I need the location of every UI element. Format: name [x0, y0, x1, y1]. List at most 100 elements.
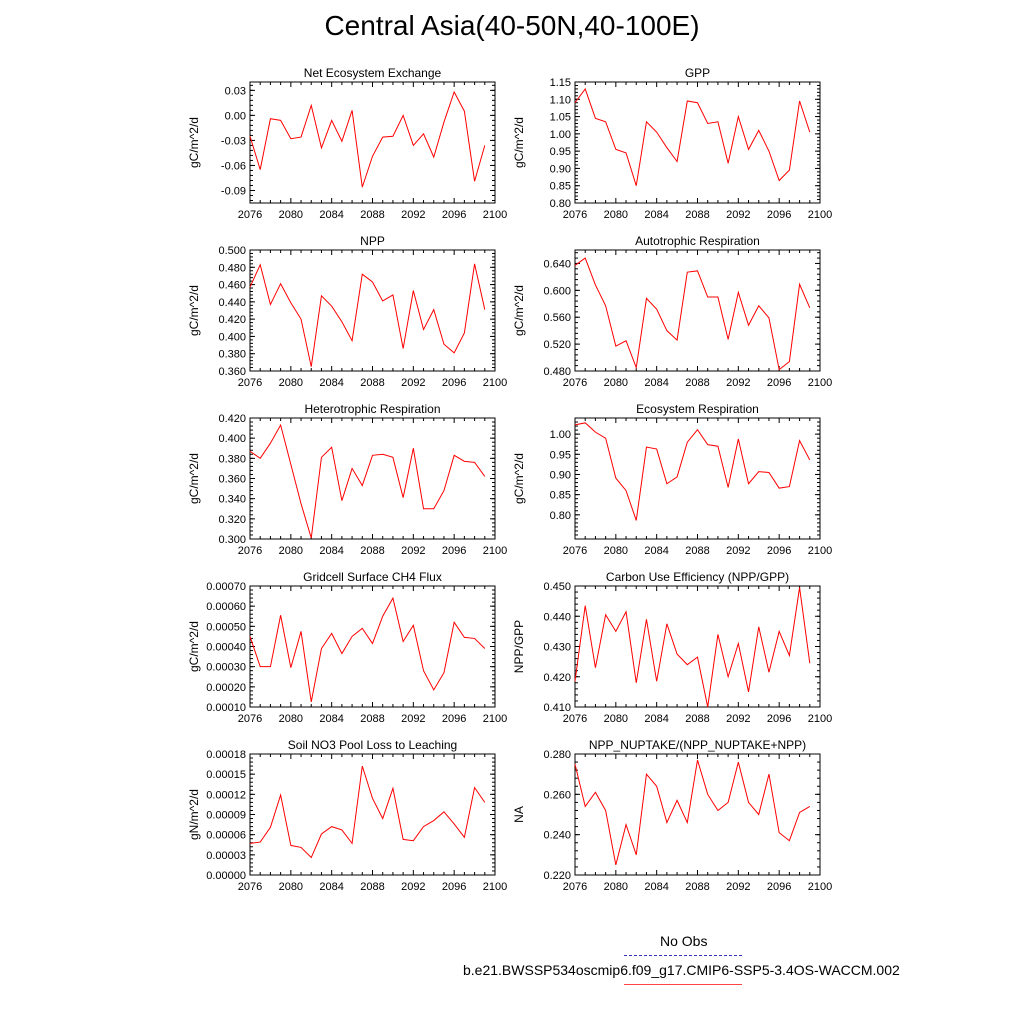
y-axis-label: gC/m^2/d: [512, 117, 526, 168]
y-tick-label: 0.00: [225, 110, 246, 122]
x-tick-label: 2084: [644, 545, 668, 557]
y-tick-label: 0.95: [550, 146, 571, 158]
y-tick-label: 0.85: [550, 181, 571, 193]
x-tick-label: 2080: [279, 209, 303, 221]
chart-panel: Gridcell Surface CH4 Flux gC/m^2/d 2076 208…: [187, 570, 507, 725]
y-axis-label: gC/m^2/d: [187, 117, 201, 168]
x-tick-label: 2092: [726, 713, 750, 725]
x-tick-label: 2088: [360, 713, 384, 725]
y-tick-label: 0.95: [550, 449, 571, 461]
y-tick-label: 0.420: [543, 672, 571, 684]
chart-panel: Ecosystem Respiration gC/m^2/d 2076 2080 208…: [512, 402, 832, 557]
y-axis-label: gC/m^2/d: [187, 285, 201, 336]
panel-title: NPP_NUPTAKE/(NPP_NUPTAKE+NPP): [589, 738, 806, 752]
plot-frame: [249, 249, 496, 372]
series-line: [249, 90, 486, 188]
y-tick-label: -0.03: [221, 135, 246, 147]
y-tick-label: 0.85: [550, 490, 571, 502]
y-tick-label: 0.00050: [206, 621, 246, 633]
figure-title: Central Asia(40-50N,40-100E): [324, 10, 700, 41]
series-line: [249, 423, 486, 539]
y-tick-label: 0.520: [543, 339, 571, 351]
x-tick-label: 2088: [360, 881, 384, 893]
x-tick-label: 2076: [238, 209, 262, 221]
series-line: [574, 87, 811, 186]
x-tick-label: 2080: [279, 545, 303, 557]
x-tick-label: 2100: [483, 713, 507, 725]
panel-title: Soil NO3 Pool Loss to Leaching: [288, 738, 457, 752]
y-tick-label: 0.460: [218, 280, 246, 292]
y-axis-label: gC/m^2/d: [187, 453, 201, 504]
x-tick-label: 2088: [685, 377, 709, 389]
plot-frame: [574, 81, 821, 204]
y-tick-label: 0.220: [543, 870, 571, 882]
y-tick-label: 1.15: [550, 77, 571, 89]
y-axis-label: NPP/GPP: [512, 620, 526, 673]
x-tick-label: 2080: [604, 209, 628, 221]
x-tick-label: 2100: [808, 377, 832, 389]
x-tick-label: 2100: [808, 713, 832, 725]
x-tick-label: 2092: [726, 377, 750, 389]
y-axis-label: gC/m^2/d: [512, 453, 526, 504]
x-tick-label: 2084: [644, 881, 668, 893]
x-tick-label: 2084: [644, 713, 668, 725]
x-tick-label: 2088: [360, 377, 384, 389]
y-tick-label: 0.00003: [206, 850, 246, 862]
series-line: [249, 765, 486, 859]
x-tick-label: 2092: [401, 377, 425, 389]
x-tick-label: 2076: [238, 713, 262, 725]
panel-title: Net Ecosystem Exchange: [304, 66, 442, 80]
x-tick-label: 2100: [483, 377, 507, 389]
y-tick-label: -0.09: [221, 185, 246, 197]
legend-no-obs-label: No Obs: [660, 933, 708, 949]
y-tick-label: 0.410: [543, 702, 571, 714]
y-tick-label: 0.260: [543, 789, 571, 801]
x-tick-label: 2084: [319, 545, 343, 557]
plot-frame: [574, 249, 821, 372]
y-tick-label: 1.05: [550, 112, 571, 124]
legend-model-line: [624, 984, 742, 985]
y-tick-label: 0.440: [218, 297, 246, 309]
y-tick-label: 0.400: [218, 433, 246, 445]
chart-panel: Heterotrophic Respiration gC/m^2/d 2076 208…: [187, 402, 507, 557]
y-tick-label: 0.00000: [206, 870, 246, 882]
x-tick-label: 2076: [238, 881, 262, 893]
y-tick-label: 0.360: [218, 366, 246, 378]
y-tick-label: 0.420: [218, 413, 246, 425]
plot-frame: [574, 585, 821, 708]
x-tick-label: 2096: [767, 545, 791, 557]
chart-panel: Autotrophic Respiration gC/m^2/d 2076 2080 2…: [512, 234, 832, 389]
y-tick-label: 0.560: [543, 312, 571, 324]
y-tick-label: 0.03: [225, 85, 246, 97]
panel-title: Autotrophic Respiration: [635, 234, 760, 248]
x-tick-label: 2088: [685, 713, 709, 725]
y-tick-label: 0.340: [218, 494, 246, 506]
x-tick-label: 2088: [685, 545, 709, 557]
x-tick-label: 2100: [483, 209, 507, 221]
x-tick-label: 2096: [767, 713, 791, 725]
x-tick-label: 2100: [808, 209, 832, 221]
x-tick-label: 2092: [401, 881, 425, 893]
legend-obs-line: [624, 955, 742, 956]
series-line: [574, 587, 811, 708]
x-tick-label: 2088: [360, 209, 384, 221]
plot-frame: [574, 753, 821, 876]
y-axis-label: gN/m^2/d: [187, 789, 201, 840]
y-axis-label: gC/m^2/d: [187, 621, 201, 672]
y-tick-label: 0.90: [550, 469, 571, 481]
x-tick-label: 2096: [442, 545, 466, 557]
chart-panel: GPP gC/m^2/d 2076 2080 2084 2088 2092 2096 2100 1…: [512, 66, 832, 221]
chart-panel: NPP gC/m^2/d 2076 2080 2084 2088 2092 2096 2100 0…: [187, 234, 507, 389]
panel-title: Heterotrophic Respiration: [304, 402, 440, 416]
panel-title: GPP: [685, 66, 710, 80]
x-tick-label: 2084: [319, 377, 343, 389]
x-tick-label: 2084: [319, 713, 343, 725]
series-line: [574, 759, 811, 866]
chart-panel: Soil NO3 Pool Loss to Leaching gN/m^2/d 20…: [187, 738, 507, 893]
series-line: [249, 596, 486, 703]
y-tick-label: 0.280: [543, 749, 571, 761]
y-tick-label: 0.00006: [206, 830, 246, 842]
x-tick-label: 2096: [767, 881, 791, 893]
y-tick-label: 0.420: [218, 314, 246, 326]
